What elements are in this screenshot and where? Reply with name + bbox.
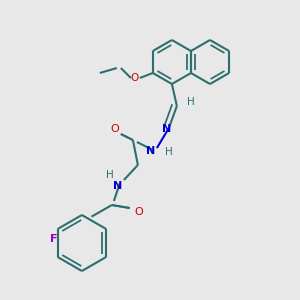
Text: N: N	[146, 146, 155, 156]
Text: O: O	[110, 124, 119, 134]
Text: O: O	[134, 207, 143, 217]
Text: H: H	[106, 170, 114, 180]
Text: N: N	[113, 181, 122, 191]
Text: F: F	[50, 234, 57, 244]
Text: O: O	[131, 73, 139, 83]
Text: N: N	[162, 124, 172, 134]
Text: H: H	[165, 147, 173, 157]
Text: H: H	[187, 97, 195, 107]
